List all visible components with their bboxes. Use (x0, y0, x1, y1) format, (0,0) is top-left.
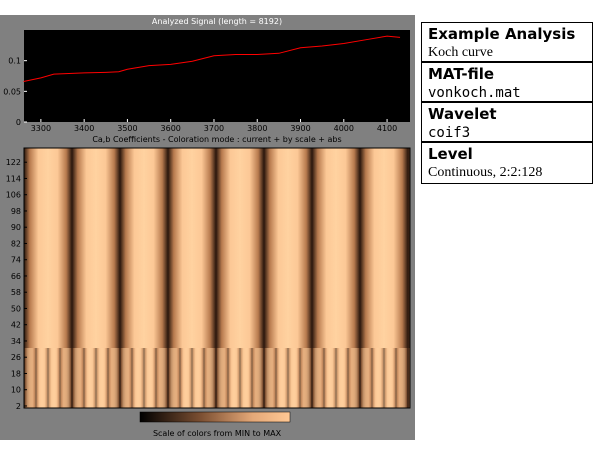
y-tick-label: 106 (6, 191, 21, 200)
info-heading: MAT-file (428, 65, 495, 83)
figure: Analyzed Signal (length = 8192) Ca,b Coe… (0, 15, 415, 440)
y-tick-label: 58 (11, 288, 21, 297)
y-tick-label: 34 (11, 337, 21, 346)
x-tick-label: 3400 (74, 124, 94, 133)
info-value: vonkoch.mat (428, 85, 521, 101)
signal-axes (24, 30, 410, 122)
y-tick-label: 2 (16, 402, 21, 411)
signal-title: Analyzed Signal (length = 8192) (152, 17, 282, 26)
colorbar (139, 411, 291, 423)
x-tick-label: 3800 (247, 124, 267, 133)
x-tick-label: 4000 (334, 124, 354, 133)
y-tick-label: 0 (16, 118, 21, 127)
y-tick-label: 42 (11, 321, 21, 330)
info-section: Level Continuous, 2:2:128 (422, 143, 592, 183)
info-heading: Wavelet (428, 105, 497, 123)
info-section: MAT-file vonkoch.mat (422, 63, 592, 103)
info-value: Koch curve (428, 45, 493, 60)
y-tick-label: 122 (6, 158, 21, 167)
y-tick-label: 82 (11, 239, 21, 248)
x-tick-label: 3600 (161, 124, 181, 133)
y-tick-label: 90 (11, 223, 21, 232)
signal-line (23, 35, 401, 83)
info-value: Continuous, 2:2:128 (428, 165, 543, 180)
info-panel: Example Analysis Koch curve MAT-file von… (421, 22, 593, 184)
x-tick-label: 3700 (204, 124, 224, 133)
colorbar-label: Scale of colors from MIN to MAX (153, 429, 282, 438)
y-tick-label: 10 (11, 386, 21, 395)
info-heading: Level (428, 145, 473, 163)
y-tick-label: 26 (11, 353, 21, 362)
coef-title: Ca,b Coefficients - Coloration mode : cu… (92, 135, 341, 144)
x-tick-label: 3500 (117, 124, 137, 133)
x-tick-label: 3300 (31, 124, 51, 133)
coef-image-fine (24, 348, 410, 408)
info-section: Example Analysis Koch curve (422, 23, 592, 63)
x-tick-label: 4100 (377, 124, 397, 133)
y-tick-label: 114 (6, 174, 21, 183)
y-tick-label: 0.05 (3, 87, 21, 96)
x-tick-label: 3900 (290, 124, 310, 133)
y-tick-label: 0.1 (8, 57, 21, 66)
y-tick-label: 50 (11, 304, 21, 313)
y-tick-label: 66 (11, 272, 21, 281)
y-tick-label: 74 (11, 256, 21, 265)
y-tick-label: 18 (11, 369, 21, 378)
y-tick-label: 98 (11, 207, 21, 216)
info-value: coif3 (428, 125, 471, 141)
coef-axes (23, 147, 411, 409)
info-section: Wavelet coif3 (422, 103, 592, 143)
info-heading: Example Analysis (428, 25, 576, 43)
